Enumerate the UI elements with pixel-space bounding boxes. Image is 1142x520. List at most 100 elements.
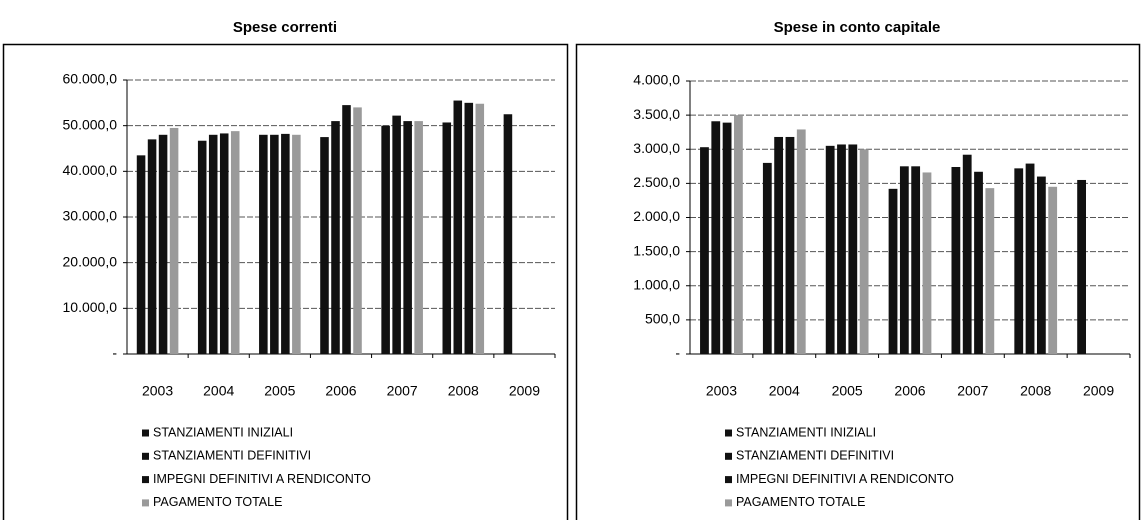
bar bbox=[342, 105, 351, 354]
legend-marker bbox=[725, 452, 732, 460]
chart-frame bbox=[575, 43, 1141, 520]
y-tick-label: 3.000,0 bbox=[633, 140, 680, 156]
bar bbox=[722, 122, 732, 354]
y-tick-label: 50.000,0 bbox=[63, 116, 118, 132]
y-tick-label: - bbox=[112, 345, 117, 361]
bar bbox=[911, 166, 921, 354]
x-tick-label: 2005 bbox=[832, 383, 863, 399]
legend-label: STANZIAMENTI INIZIALI bbox=[736, 425, 876, 439]
bar bbox=[888, 188, 898, 354]
bar bbox=[353, 107, 362, 355]
bar bbox=[785, 136, 795, 354]
x-tick-label: 2006 bbox=[894, 383, 925, 399]
bar bbox=[734, 115, 743, 354]
bar bbox=[270, 134, 279, 354]
x-tick-label: 2004 bbox=[769, 383, 800, 399]
y-tick-label: 3.500,0 bbox=[633, 106, 680, 122]
bar bbox=[464, 102, 474, 354]
y-tick-label: 1.000,0 bbox=[633, 276, 680, 292]
legend-label: STANZIAMENTI INIZIALI bbox=[153, 425, 293, 439]
bar bbox=[837, 144, 846, 354]
legend-marker bbox=[725, 476, 732, 484]
bar bbox=[1014, 168, 1024, 354]
bar bbox=[762, 162, 772, 354]
y-tick-label: 2.500,0 bbox=[633, 174, 680, 190]
x-tick-label: 2009 bbox=[1083, 383, 1114, 399]
bar bbox=[848, 144, 858, 354]
bar bbox=[974, 171, 983, 354]
bar bbox=[158, 134, 168, 354]
bar bbox=[1025, 163, 1035, 354]
bar bbox=[197, 140, 207, 354]
bar bbox=[503, 114, 513, 354]
legend-label: STANZIAMENTI DEFINITIVI bbox=[153, 449, 311, 463]
bar bbox=[208, 134, 218, 354]
x-tick-label: 2005 bbox=[264, 383, 295, 399]
bar bbox=[392, 115, 401, 355]
y-tick-label: 30.000,0 bbox=[63, 208, 118, 224]
bar bbox=[825, 145, 835, 354]
bar bbox=[475, 103, 485, 354]
y-tick-label: 4.000,0 bbox=[633, 72, 680, 88]
bar bbox=[381, 125, 390, 355]
bar bbox=[281, 133, 290, 354]
bar bbox=[259, 134, 268, 354]
y-tick-label: 500,0 bbox=[645, 311, 680, 327]
x-tick-label: 2004 bbox=[203, 383, 234, 399]
bar bbox=[1048, 186, 1058, 354]
bar bbox=[1036, 176, 1046, 354]
x-tick-label: 2007 bbox=[387, 383, 418, 399]
legend-label: IMPEGNI DEFINITIVI A RENDICONTO bbox=[736, 472, 954, 486]
y-tick-label: 2.000,0 bbox=[633, 208, 680, 224]
bar bbox=[442, 122, 452, 354]
bar bbox=[453, 100, 463, 354]
bar bbox=[1077, 179, 1086, 354]
chart-frame bbox=[2, 43, 569, 520]
x-tick-label: 2003 bbox=[706, 383, 737, 399]
x-tick-label: 2006 bbox=[325, 383, 356, 399]
bar bbox=[147, 139, 157, 354]
bar bbox=[774, 136, 784, 354]
y-tick-label: 60.000,0 bbox=[63, 71, 118, 87]
legend-label: PAGAMENTO TOTALE bbox=[736, 495, 865, 509]
bar bbox=[331, 121, 340, 354]
legend-marker bbox=[142, 429, 149, 437]
legend-marker bbox=[142, 499, 149, 507]
legend-marker bbox=[725, 429, 732, 437]
bar bbox=[899, 166, 909, 354]
legend-label: PAGAMENTO TOTALE bbox=[153, 495, 282, 509]
x-tick-label: 2008 bbox=[1020, 383, 1051, 399]
bar bbox=[219, 133, 229, 354]
legend-marker bbox=[142, 476, 149, 484]
y-tick-label: 10.000,0 bbox=[63, 299, 118, 315]
bar bbox=[292, 134, 301, 354]
bar bbox=[796, 129, 806, 354]
legend-label: IMPEGNI DEFINITIVI A RENDICONTO bbox=[153, 472, 371, 486]
y-tick-label: 1.500,0 bbox=[633, 242, 680, 258]
x-tick-label: 2009 bbox=[509, 383, 540, 399]
x-tick-label: 2007 bbox=[957, 383, 988, 399]
legend-marker bbox=[725, 499, 732, 507]
bar bbox=[230, 131, 240, 354]
bar bbox=[985, 188, 995, 354]
x-tick-label: 2008 bbox=[448, 383, 479, 399]
bar bbox=[711, 121, 721, 354]
bar bbox=[922, 172, 932, 354]
y-tick-label: 40.000,0 bbox=[63, 162, 118, 178]
bar bbox=[403, 121, 412, 354]
bar bbox=[951, 166, 961, 354]
x-tick-label: 2003 bbox=[142, 383, 173, 399]
legend-marker bbox=[142, 452, 149, 460]
y-tick-label: - bbox=[675, 345, 680, 361]
bar bbox=[414, 121, 423, 354]
y-tick-label: 20.000,0 bbox=[63, 253, 118, 269]
chart-title: Spese correnti bbox=[233, 19, 337, 36]
bar bbox=[859, 149, 869, 354]
bar bbox=[700, 147, 709, 354]
bar bbox=[136, 155, 146, 354]
bar bbox=[320, 137, 329, 354]
bar bbox=[962, 154, 972, 354]
chart-title: Spese in conto capitale bbox=[774, 19, 941, 36]
legend-label: STANZIAMENTI DEFINITIVI bbox=[736, 449, 894, 463]
